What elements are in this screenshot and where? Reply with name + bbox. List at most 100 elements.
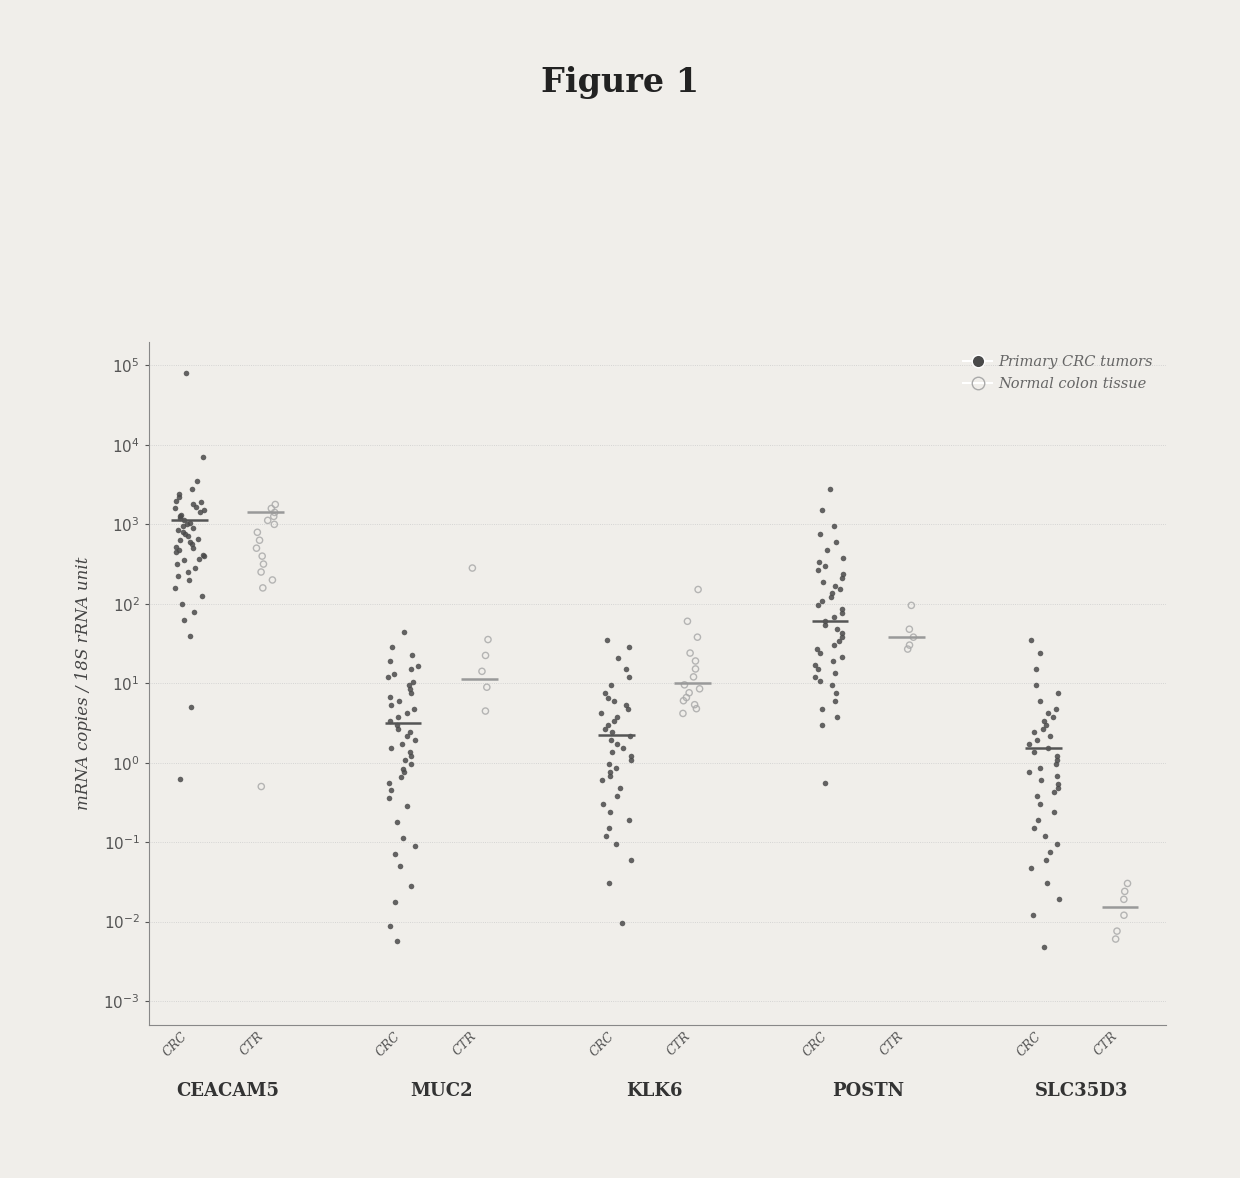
Point [606,834,626,853]
Point [174,610,193,629]
Text: CEACAM5: CEACAM5 [176,1083,279,1100]
Point [619,668,639,687]
Point [830,580,849,598]
Point [833,548,853,567]
Point [618,700,637,719]
Text: KLK6: KLK6 [626,1083,683,1100]
Point [401,876,420,895]
Point [808,561,828,580]
Point [812,593,832,611]
Point [1047,755,1066,774]
Point [601,732,621,750]
Point [1044,782,1064,801]
Point [686,660,706,679]
Point [169,484,188,503]
Point [382,739,402,757]
Point [252,547,272,565]
Point [247,538,267,557]
Point [193,501,213,519]
Point [391,768,410,787]
Point [248,523,268,542]
Point [1107,921,1127,940]
Point [1023,819,1043,838]
Point [1114,906,1133,925]
Point [386,845,405,863]
Point [826,532,846,551]
Point [810,524,830,543]
Point [477,677,497,696]
Point [805,668,825,687]
Point [823,651,843,670]
Text: MUC2: MUC2 [409,1083,472,1100]
Point [170,507,190,525]
Point [675,675,694,694]
Point [604,691,624,710]
Point [388,719,408,737]
Point [186,497,206,516]
Point [815,611,835,630]
Point [174,523,193,542]
Point [812,573,832,591]
Point [399,743,419,762]
Point [807,596,827,615]
Point [170,509,190,528]
Point [188,549,208,568]
Point [170,541,190,560]
Point [826,683,846,702]
Point [381,651,401,670]
Point [904,628,924,647]
Point [832,568,852,587]
Point [384,892,404,911]
Point [249,531,269,550]
Point [812,501,832,519]
Point [405,732,425,750]
Point [185,558,205,577]
Point [399,675,419,694]
Point [899,636,919,655]
Point [382,695,402,714]
Point [898,640,918,659]
Point [180,532,200,551]
Point [388,707,408,726]
Point [1027,732,1047,750]
Point [182,538,202,557]
Point [599,688,619,707]
Point [1035,851,1055,869]
Point [174,550,193,569]
Point [1019,735,1039,754]
Point [816,616,836,635]
Point [621,747,641,766]
Point [822,675,842,694]
Point [599,755,619,774]
Point [832,600,852,618]
Point [1034,712,1054,730]
Point [1029,759,1049,777]
Point [1035,715,1055,734]
Point [391,856,410,875]
Point [815,556,835,575]
Point [393,829,413,848]
Point [1024,743,1044,762]
Point [180,570,200,589]
Point [598,715,618,734]
Point [686,651,706,670]
Point [1038,739,1058,757]
Point [177,515,197,534]
Point [600,763,620,782]
Point [680,683,699,702]
Point [832,604,852,623]
Point [1114,889,1133,908]
Point [595,719,615,737]
Point [815,773,835,792]
Point [394,763,414,782]
Point [1027,660,1047,679]
Point [1024,723,1044,742]
Point [479,630,498,649]
Point [689,680,709,699]
Point [1048,683,1068,702]
Point [191,492,211,511]
Point [185,602,205,621]
Point [1043,707,1063,726]
Point [608,648,627,667]
Point [608,735,627,754]
